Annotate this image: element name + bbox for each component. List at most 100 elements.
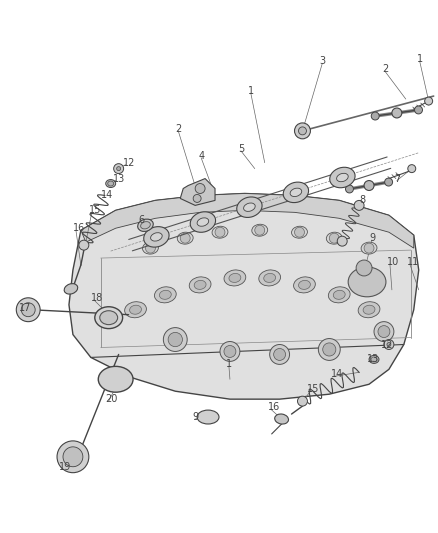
Text: 15: 15 [89, 205, 101, 215]
Circle shape [337, 236, 347, 246]
Text: 12: 12 [123, 158, 135, 168]
Circle shape [21, 303, 35, 317]
Ellipse shape [141, 222, 150, 229]
Polygon shape [69, 193, 419, 399]
Text: 9: 9 [192, 412, 198, 422]
Ellipse shape [130, 305, 141, 314]
Circle shape [16, 298, 40, 321]
Text: 13: 13 [113, 174, 125, 183]
Circle shape [79, 240, 89, 250]
Ellipse shape [237, 197, 262, 217]
Text: 6: 6 [138, 215, 145, 225]
Circle shape [298, 127, 307, 135]
Ellipse shape [333, 290, 345, 300]
Circle shape [195, 183, 205, 193]
Ellipse shape [363, 305, 375, 314]
Circle shape [114, 164, 124, 174]
Circle shape [168, 333, 183, 346]
Ellipse shape [292, 226, 307, 238]
Ellipse shape [348, 267, 386, 297]
Circle shape [374, 321, 394, 342]
Ellipse shape [151, 233, 162, 241]
Circle shape [57, 441, 89, 473]
Circle shape [356, 260, 372, 276]
Circle shape [387, 343, 391, 346]
Text: 20: 20 [106, 394, 118, 404]
Ellipse shape [144, 227, 169, 247]
Ellipse shape [194, 280, 206, 289]
Text: 13: 13 [367, 354, 379, 365]
Text: 14: 14 [101, 190, 113, 200]
Circle shape [274, 349, 286, 360]
Circle shape [425, 97, 433, 105]
Circle shape [270, 344, 290, 365]
Text: 5: 5 [238, 144, 244, 154]
Ellipse shape [283, 182, 309, 203]
Circle shape [329, 233, 339, 243]
Ellipse shape [197, 410, 219, 424]
Circle shape [63, 447, 83, 467]
Text: 7: 7 [394, 174, 400, 183]
Text: 1: 1 [417, 54, 423, 64]
Ellipse shape [371, 357, 377, 362]
Text: 12: 12 [381, 340, 393, 350]
Ellipse shape [155, 287, 176, 303]
Ellipse shape [361, 242, 377, 254]
Text: 1: 1 [248, 86, 254, 96]
Ellipse shape [106, 180, 116, 188]
Text: 1: 1 [226, 359, 232, 369]
Circle shape [364, 243, 374, 253]
Text: 19: 19 [59, 462, 71, 472]
Ellipse shape [358, 302, 380, 318]
Ellipse shape [212, 226, 228, 238]
Text: 4: 4 [198, 151, 204, 161]
Circle shape [215, 227, 225, 237]
Circle shape [318, 338, 340, 360]
Polygon shape [81, 193, 414, 248]
Ellipse shape [64, 284, 78, 294]
Ellipse shape [159, 290, 171, 300]
Circle shape [297, 396, 307, 406]
Text: 15: 15 [307, 384, 320, 394]
Ellipse shape [252, 224, 268, 236]
Circle shape [220, 342, 240, 361]
Circle shape [414, 106, 423, 114]
Ellipse shape [259, 270, 281, 286]
Text: 18: 18 [91, 293, 103, 303]
Circle shape [117, 167, 120, 171]
Circle shape [163, 328, 187, 351]
Circle shape [378, 326, 390, 337]
Text: 8: 8 [359, 196, 365, 205]
Text: 10: 10 [387, 257, 399, 267]
Ellipse shape [190, 212, 215, 232]
Circle shape [354, 200, 364, 211]
Circle shape [323, 343, 336, 356]
Circle shape [224, 345, 236, 358]
Ellipse shape [275, 414, 289, 424]
Ellipse shape [264, 273, 276, 282]
Ellipse shape [108, 181, 114, 186]
Circle shape [371, 112, 379, 120]
Polygon shape [180, 179, 215, 205]
Circle shape [255, 225, 265, 235]
Circle shape [145, 243, 155, 253]
Ellipse shape [142, 242, 159, 254]
Ellipse shape [197, 218, 209, 226]
Ellipse shape [138, 219, 153, 231]
Circle shape [294, 227, 304, 237]
Ellipse shape [369, 356, 379, 364]
Text: 17: 17 [19, 303, 32, 313]
Ellipse shape [290, 188, 302, 197]
Ellipse shape [100, 311, 118, 325]
Circle shape [180, 233, 190, 243]
Text: 16: 16 [73, 223, 85, 233]
Circle shape [392, 108, 402, 118]
Text: 14: 14 [331, 369, 343, 379]
Text: 11: 11 [407, 257, 419, 267]
Text: 16: 16 [268, 402, 280, 412]
Ellipse shape [125, 302, 146, 318]
Text: 9: 9 [369, 233, 375, 243]
Ellipse shape [326, 232, 342, 244]
Text: 3: 3 [319, 56, 325, 66]
Text: 2: 2 [382, 64, 388, 74]
